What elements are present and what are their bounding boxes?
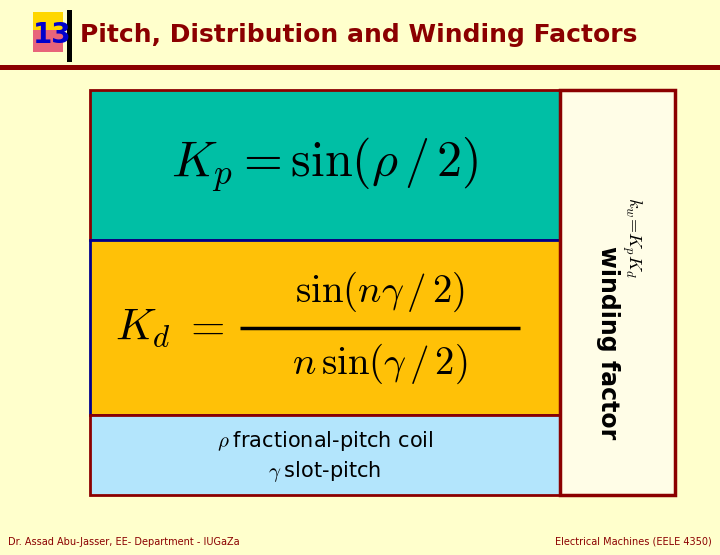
- Bar: [560, 90, 675, 495]
- Bar: [0, 65, 720, 70]
- Text: Dr. Assad Abu-Jasser, EE- Department - IUGaZa: Dr. Assad Abu-Jasser, EE- Department - I…: [8, 537, 240, 547]
- Text: $\rho\;$fractional-pitch coil: $\rho\;$fractional-pitch coil: [217, 428, 433, 452]
- Text: Electrical Machines (EELE 4350): Electrical Machines (EELE 4350): [555, 537, 712, 547]
- Text: $\sin(n\gamma\,/\,2)$: $\sin(n\gamma\,/\,2)$: [295, 269, 465, 314]
- Bar: [90, 415, 560, 495]
- Text: Pitch, Distribution and Winding Factors: Pitch, Distribution and Winding Factors: [80, 23, 637, 47]
- Text: $\gamma\;$slot-pitch: $\gamma\;$slot-pitch: [269, 458, 382, 483]
- Bar: [90, 240, 560, 415]
- Bar: [33, 30, 63, 52]
- Bar: [67, 10, 72, 62]
- Text: 13: 13: [33, 21, 71, 49]
- Text: $k_w\!=\!K_p K_d$: $k_w\!=\!K_p K_d$: [620, 197, 643, 278]
- Text: $K_d\;=$: $K_d\;=$: [115, 306, 225, 349]
- Text: $n\,\sin(\gamma\,/\,2)$: $n\,\sin(\gamma\,/\,2)$: [292, 341, 468, 386]
- Text: winding factor: winding factor: [595, 246, 619, 439]
- Bar: [33, 12, 63, 42]
- Text: $K_p = \sin(\rho\,/\,2)$: $K_p = \sin(\rho\,/\,2)$: [171, 136, 479, 194]
- Bar: [90, 90, 560, 240]
